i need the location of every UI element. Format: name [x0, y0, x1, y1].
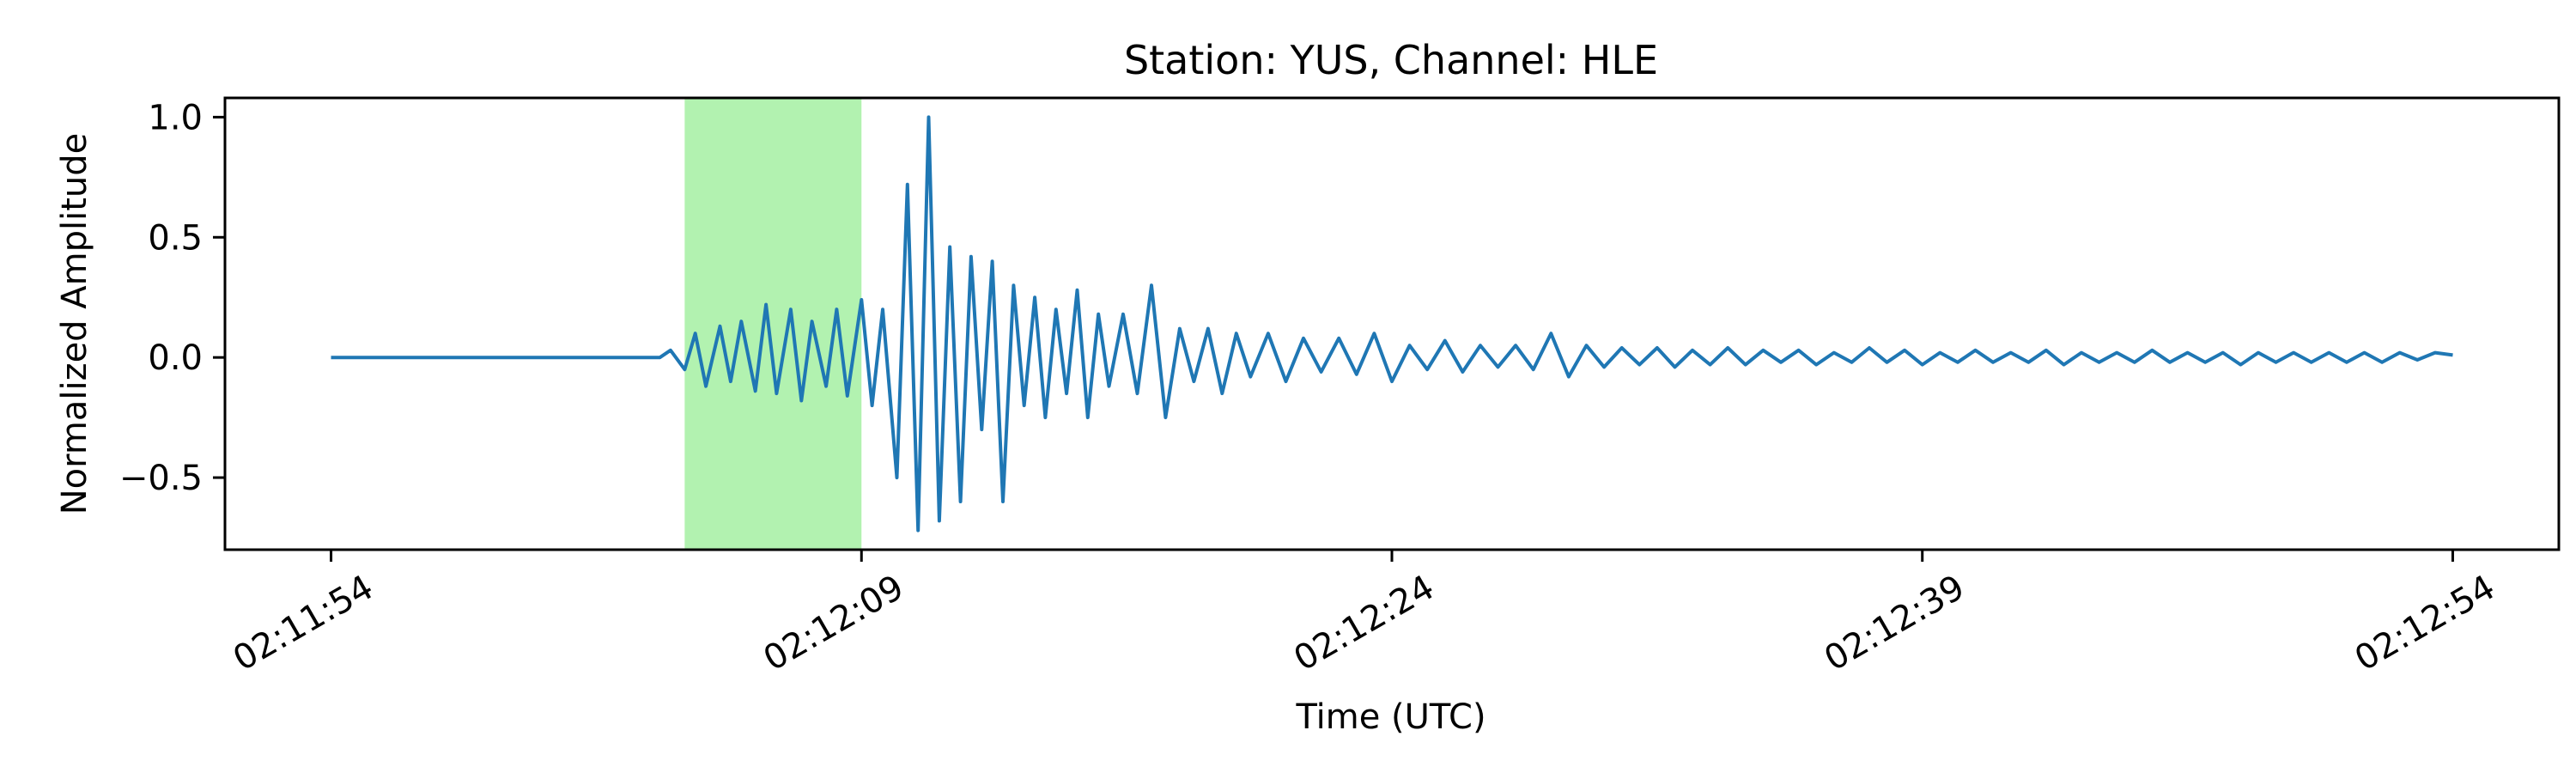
y-axis-label: Normalized Amplitude: [55, 133, 94, 515]
y-tick-label: 0.0: [148, 338, 203, 378]
highlight-window: [684, 98, 862, 550]
y-axis: 1.0 0.5 0.0 −0.5: [119, 98, 225, 498]
x-axis-label: Time (UTC): [1295, 697, 1485, 737]
y-tick-label: 1.0: [148, 98, 203, 137]
y-tick-label: 0.5: [148, 218, 203, 258]
chart-title: Station: YUS, Channel: HLE: [1124, 37, 1658, 83]
y-tick-label: −0.5: [119, 459, 203, 498]
waveform-line: [331, 115, 2453, 533]
plot-area: [331, 98, 2453, 550]
